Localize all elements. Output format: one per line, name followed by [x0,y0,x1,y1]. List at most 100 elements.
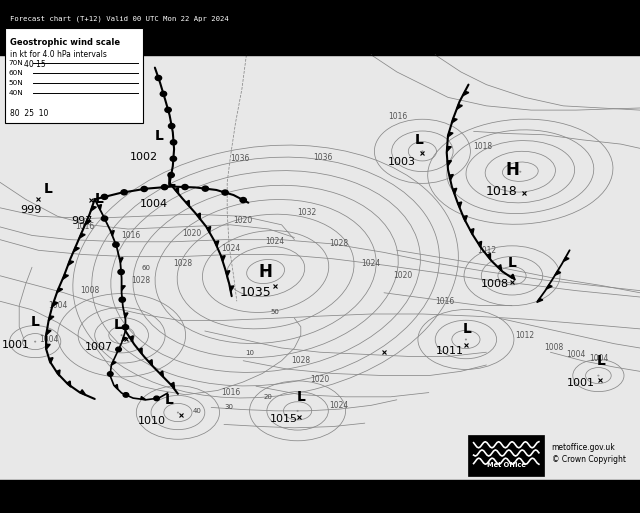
Polygon shape [447,147,451,152]
Text: 1035: 1035 [240,286,272,299]
Text: 1016: 1016 [76,223,95,231]
Polygon shape [226,271,230,277]
Text: 1004: 1004 [40,335,59,344]
Text: 1004: 1004 [48,301,67,310]
Text: 999: 999 [20,205,42,215]
Text: 1028: 1028 [131,275,150,285]
Polygon shape [130,336,133,342]
Text: 60: 60 [141,265,150,271]
Polygon shape [98,205,102,210]
Circle shape [160,91,166,96]
Polygon shape [120,258,123,263]
Text: L: L [597,354,606,368]
Text: 1024: 1024 [266,238,285,246]
Text: 1016: 1016 [221,388,240,397]
Text: 1028: 1028 [173,259,192,267]
Polygon shape [159,371,163,377]
Polygon shape [68,261,74,266]
Polygon shape [141,397,146,400]
Text: L: L [415,133,424,147]
Polygon shape [124,313,128,318]
Text: 1012: 1012 [515,331,534,340]
Text: 1024: 1024 [362,259,381,267]
Text: 40N: 40N [8,90,23,96]
Polygon shape [139,348,142,354]
Polygon shape [463,91,469,96]
Polygon shape [56,288,63,293]
Polygon shape [510,274,515,280]
Text: 1020: 1020 [310,376,330,384]
Polygon shape [456,105,462,109]
Text: H: H [505,161,519,179]
Polygon shape [196,213,200,219]
Text: 1011: 1011 [436,346,464,356]
Text: L: L [154,129,163,143]
Polygon shape [449,174,453,180]
Circle shape [154,396,159,401]
Polygon shape [85,220,91,225]
Bar [0,55,640,480]
Circle shape [170,156,177,161]
Circle shape [182,185,188,190]
Text: 1004: 1004 [140,200,168,209]
Polygon shape [478,241,482,247]
Polygon shape [111,362,116,365]
Polygon shape [487,253,490,260]
Circle shape [123,392,129,397]
Text: L: L [508,256,516,270]
Text: Geostrophic wind scale: Geostrophic wind scale [10,38,120,48]
Polygon shape [49,358,53,363]
Text: 1007: 1007 [85,342,113,352]
Text: 997: 997 [71,215,93,226]
Circle shape [122,325,129,330]
Polygon shape [470,229,474,234]
Polygon shape [458,202,461,208]
Text: 1008: 1008 [80,286,99,295]
Polygon shape [115,384,118,389]
Text: 1018: 1018 [474,142,493,151]
Text: 1020: 1020 [182,229,202,238]
Text: 1032: 1032 [298,208,317,216]
Circle shape [202,186,209,191]
Polygon shape [447,161,451,166]
Text: 1016: 1016 [122,231,141,240]
Text: 40: 40 [193,408,202,414]
Circle shape [121,190,127,195]
Polygon shape [46,330,51,335]
Text: 1024: 1024 [330,401,349,410]
Text: 1001: 1001 [567,378,595,388]
Circle shape [156,75,162,81]
Text: L: L [44,182,52,195]
Circle shape [165,107,172,112]
Polygon shape [122,337,127,341]
Circle shape [118,269,124,274]
Text: L: L [167,175,176,189]
Polygon shape [46,344,50,349]
Text: H: H [259,263,273,281]
Circle shape [101,216,108,221]
Polygon shape [67,381,71,387]
Text: 80  25  10: 80 25 10 [10,109,49,118]
Polygon shape [452,188,457,194]
Polygon shape [230,286,234,291]
Polygon shape [122,286,125,290]
Text: 10: 10 [245,350,254,356]
Text: 60N: 60N [8,70,23,76]
Polygon shape [215,241,219,247]
Circle shape [113,242,119,247]
Text: 1002: 1002 [130,152,158,162]
Polygon shape [52,302,58,307]
Polygon shape [91,206,97,211]
Text: L: L [95,192,104,206]
Text: L: L [114,318,123,331]
Bar [0,0,640,55]
Text: 1003: 1003 [388,157,416,167]
Text: 1028: 1028 [330,240,349,248]
Circle shape [101,194,108,200]
Polygon shape [447,132,453,137]
Text: 1001: 1001 [2,340,30,349]
Polygon shape [207,227,211,232]
Text: L: L [463,322,472,336]
Polygon shape [56,370,60,376]
Bar [468,435,544,476]
